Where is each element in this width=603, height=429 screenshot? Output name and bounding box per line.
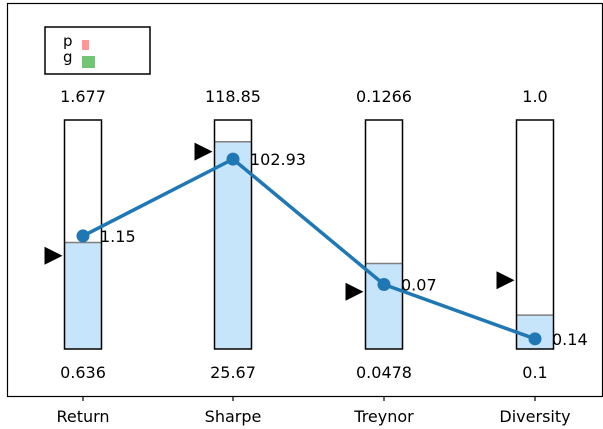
target-markers-group (44, 142, 515, 301)
category-label-treynor: Treynor (353, 407, 414, 426)
range-max-label-diversity: 1.0 (522, 87, 547, 106)
series-point-return (76, 229, 90, 243)
bar-outline-treynor (364, 119, 404, 350)
range-min-label-sharpe: 25.67 (210, 363, 256, 382)
bar-outline-return (63, 119, 103, 350)
target-marker-sharpe (194, 142, 213, 161)
range-min-label-treynor: 0.0478 (356, 363, 412, 382)
legend-box (44, 26, 151, 75)
target-marker-return (44, 246, 63, 265)
bar-outline-diversity (515, 119, 555, 350)
target-marker-diversity (496, 271, 515, 290)
data-label-diversity: 0.14 (552, 330, 588, 349)
bar-fill-return (64, 242, 102, 349)
series-group (76, 152, 542, 346)
legend-label-g: g (63, 48, 73, 66)
bar-fill-sharpe (214, 141, 252, 349)
range-max-label-sharpe: 118.85 (205, 87, 261, 106)
category-label-diversity: Diversity (499, 407, 570, 426)
bar-fill-treynor (365, 263, 403, 349)
legend-swatch-g (82, 56, 95, 68)
series-point-treynor (377, 277, 391, 291)
legend-swatch-p (82, 40, 89, 50)
category-label-return: Return (56, 407, 109, 426)
bar-outline-sharpe (213, 119, 253, 350)
bars-group (63, 119, 555, 350)
series-point-sharpe (226, 152, 240, 166)
category-label-sharpe: Sharpe (205, 407, 262, 426)
series-point-diversity (528, 332, 542, 346)
legend: p g (44, 26, 151, 75)
data-label-return: 1.15 (100, 227, 136, 246)
target-marker-treynor (345, 282, 364, 301)
legend-label-p: p (63, 32, 73, 50)
range-max-label-treynor: 0.1266 (356, 87, 412, 106)
series-line-p (82, 157, 536, 341)
labels-group: 1.677 0.636 Return 118.85 25.67 Sharpe 0.1266 0… (56, 87, 587, 426)
range-max-label-return: 1.677 (60, 87, 106, 106)
data-label-sharpe: 102.93 (250, 150, 306, 169)
data-label-treynor: 0.07 (401, 275, 437, 294)
range-min-label-diversity: 0.1 (522, 363, 547, 382)
range-min-label-return: 0.636 (60, 363, 106, 382)
